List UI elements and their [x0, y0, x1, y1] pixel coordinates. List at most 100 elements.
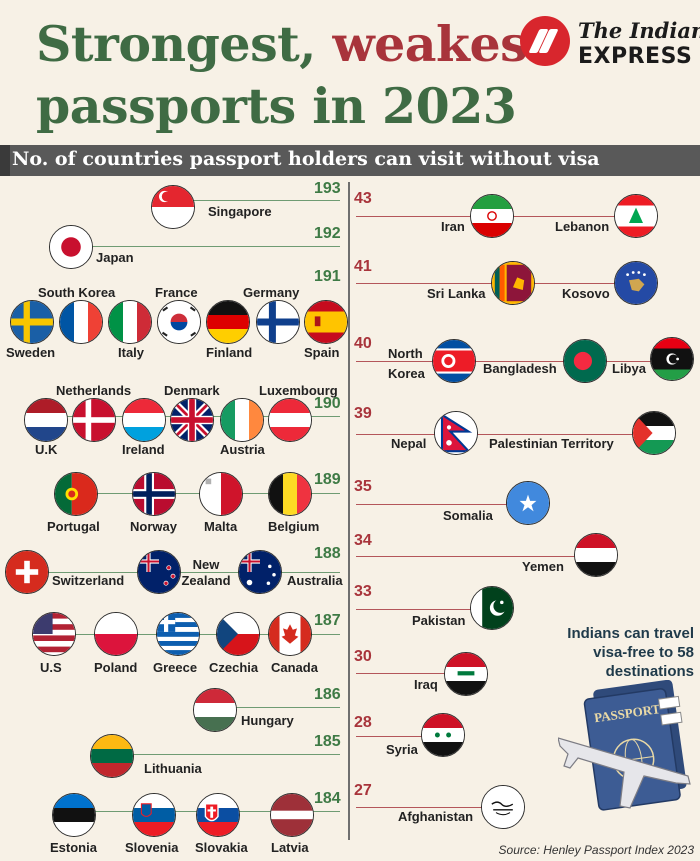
- passport-illustration: PASSPORT: [558, 680, 691, 811]
- india-note: Indians can travel visa-free to 58 desti…: [567, 625, 694, 680]
- airplane-icon: [558, 737, 691, 809]
- country-label: Belgium: [268, 519, 320, 534]
- country-label: South Korea: [38, 285, 116, 300]
- flag-u-s-icon: [32, 612, 76, 656]
- flag-somalia-icon: [506, 481, 550, 525]
- connector-line: [215, 707, 340, 708]
- flag-afghanistan-icon: [481, 785, 525, 829]
- flag-bangladesh-icon: [563, 339, 607, 383]
- country-label: Spain: [304, 345, 340, 360]
- country-label: Somalia: [443, 508, 493, 523]
- country-label: Iran: [441, 219, 465, 234]
- flag-estonia-icon: [52, 793, 96, 837]
- connector-line: [110, 754, 340, 755]
- country-label: Kosovo: [562, 286, 610, 301]
- country-label: Singapore: [208, 204, 272, 219]
- flag-north-korea-icon: [432, 339, 476, 383]
- strong-score: 187: [314, 612, 341, 629]
- indian-express-logo: The Indian EXPRESS: [520, 10, 700, 70]
- connector-line: [356, 807, 505, 808]
- strong-score: 184: [314, 790, 341, 807]
- flag-iran-icon: [470, 194, 514, 238]
- flag-belgium-icon: [268, 472, 312, 516]
- flag-canada-icon: [268, 612, 312, 656]
- flag-netherlands-icon: [24, 398, 68, 442]
- title-strongest: Strongest,: [36, 15, 316, 73]
- strong-score: 192: [314, 225, 341, 242]
- flag-sri-lanka-icon: [491, 261, 535, 305]
- connector-line: [175, 200, 340, 201]
- weak-score: 40: [354, 335, 372, 352]
- flag-ireland-icon: [220, 398, 264, 442]
- flag-singapore-icon: [151, 185, 195, 229]
- strong-score: 189: [314, 471, 341, 488]
- country-label: Canada: [271, 660, 318, 675]
- connector-line: [30, 572, 340, 573]
- flag-latvia-icon: [270, 793, 314, 837]
- center-divider: [348, 182, 350, 840]
- connector-line: [356, 504, 530, 505]
- connector-line: [356, 434, 640, 435]
- flag-japan-icon: [49, 225, 93, 269]
- country-label: Malta: [204, 519, 238, 534]
- flag-norway-icon: [132, 472, 176, 516]
- strong-score: 191: [314, 268, 341, 285]
- connector-line: [356, 361, 670, 362]
- country-label: Czechia: [209, 660, 259, 675]
- country-label: Hungary: [241, 713, 294, 728]
- flag-spain-icon: [304, 300, 348, 344]
- country-label: Portugal: [47, 519, 100, 534]
- flag-italy-icon: [108, 300, 152, 344]
- country-label: Syria: [386, 742, 418, 757]
- title-weakest: weakest: [332, 15, 550, 73]
- country-label: U.K: [35, 442, 58, 457]
- country-label: Palestinian Territory: [489, 436, 614, 451]
- country-label: Yemen: [522, 559, 564, 574]
- weak-score: 35: [354, 478, 372, 495]
- country-label: North Korea: [388, 346, 425, 381]
- flag-syria-icon: [421, 713, 465, 757]
- country-label: Bangladesh: [483, 361, 557, 376]
- subtitle: No. of countries passport holders can vi…: [12, 148, 600, 170]
- country-label: Italy: [118, 345, 145, 360]
- country-label: Austria: [220, 442, 265, 457]
- country-label: Denmark: [164, 383, 220, 398]
- flag-luxembourg-icon: [122, 398, 166, 442]
- country-label: Greece: [153, 660, 198, 675]
- country-label: Slovenia: [125, 840, 179, 855]
- country-label: Sweden: [6, 345, 56, 360]
- country-label: France: [155, 285, 198, 300]
- flag-france-icon: [59, 300, 103, 344]
- weak-score: 39: [354, 405, 372, 422]
- weak-score: 34: [354, 532, 372, 549]
- country-label: Latvia: [271, 840, 309, 855]
- strong-score: 193: [314, 180, 341, 197]
- country-label: Australia: [287, 573, 343, 588]
- country-label: U.S: [40, 660, 62, 675]
- flag-malta-icon: [199, 472, 243, 516]
- flag-kosovo-icon: [614, 261, 658, 305]
- connector-line: [72, 246, 340, 247]
- country-label: Iraq: [414, 677, 438, 692]
- weak-score: 43: [354, 190, 372, 207]
- subtitle-band-accent: [0, 145, 10, 176]
- flag-poland-icon: [94, 612, 138, 656]
- country-label: Lithuania: [144, 761, 202, 776]
- flag-germany-icon: [206, 300, 250, 344]
- country-label: Finland: [206, 345, 253, 360]
- title-line-1: Strongest, weakest: [36, 15, 550, 73]
- strong-score: 186: [314, 686, 341, 703]
- country-label: Netherlands: [56, 383, 132, 398]
- flag-u-k-icon: [170, 398, 214, 442]
- country-label: Nepal: [391, 436, 427, 451]
- strong-score: 188: [314, 545, 341, 562]
- country-label: New Zealand: [181, 557, 231, 588]
- flag-new-zealand-icon: [137, 550, 181, 594]
- logo-line-1: The Indian: [578, 18, 700, 43]
- strong-score: 185: [314, 733, 341, 750]
- country-label: Switzerland: [52, 573, 125, 588]
- country-label: Luxembourg: [259, 383, 338, 398]
- flag-sweden-icon: [10, 300, 54, 344]
- flag-austria-icon: [268, 398, 312, 442]
